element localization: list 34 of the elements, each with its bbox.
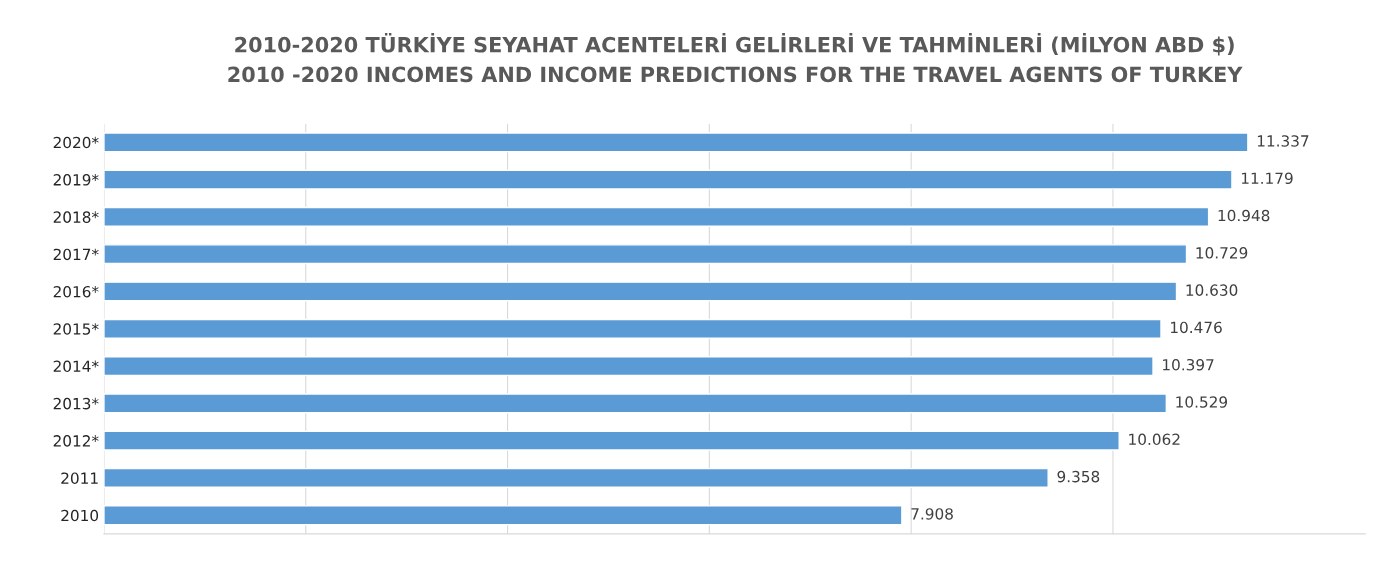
y-tick-label: 2017* [53,248,99,261]
bar [103,318,1162,339]
bar [103,356,1154,377]
data-label: 9.358 [1057,470,1100,483]
y-tick-label: 2013* [53,397,99,410]
data-label: 10.529 [1176,396,1228,408]
y-tick-label: 2010 [61,509,99,522]
y-tick-label: 2016* [53,285,99,298]
bar [103,393,1168,414]
y-tick-label: 2020* [53,136,99,149]
bar [103,206,1210,227]
data-label: 11.179 [1241,172,1293,185]
y-tick-label: 2012* [53,435,99,447]
y-tick-label: 2014* [53,360,99,373]
bar [103,467,1049,488]
y-tick-label: 2015* [53,323,99,335]
data-label: 10.062 [1129,433,1180,446]
chart-title: 2010-2020 TÜRKİYE SEYAHAT ACENTELERİ GELİRLERİ VE TAHMİNLERİ (MİLYON ABD $) 2010 -2020 INCOMES AND INCOME PREDICTIONS FOR THE TRAVEL AGENTS OF TURKEY [228,33,1243,83]
data-label: 10.630 [1186,284,1238,296]
bar [103,169,1233,190]
data-label: 10.476 [1171,321,1222,334]
data-label: 10.397 [1163,358,1214,371]
bar [103,430,1120,451]
y-tick-label: 2019* [53,174,99,186]
bar [103,244,1188,265]
data-label: 7.908 [911,508,953,520]
y-tick-label: 2011 [61,472,98,484]
data-label: 10.729 [1196,247,1248,259]
data-label: 10.948 [1218,209,1270,222]
y-tick-label: 2018* [53,211,99,223]
data-label: 11.337 [1257,135,1309,147]
bar [103,505,903,526]
bar [103,132,1249,153]
bar [103,281,1178,302]
